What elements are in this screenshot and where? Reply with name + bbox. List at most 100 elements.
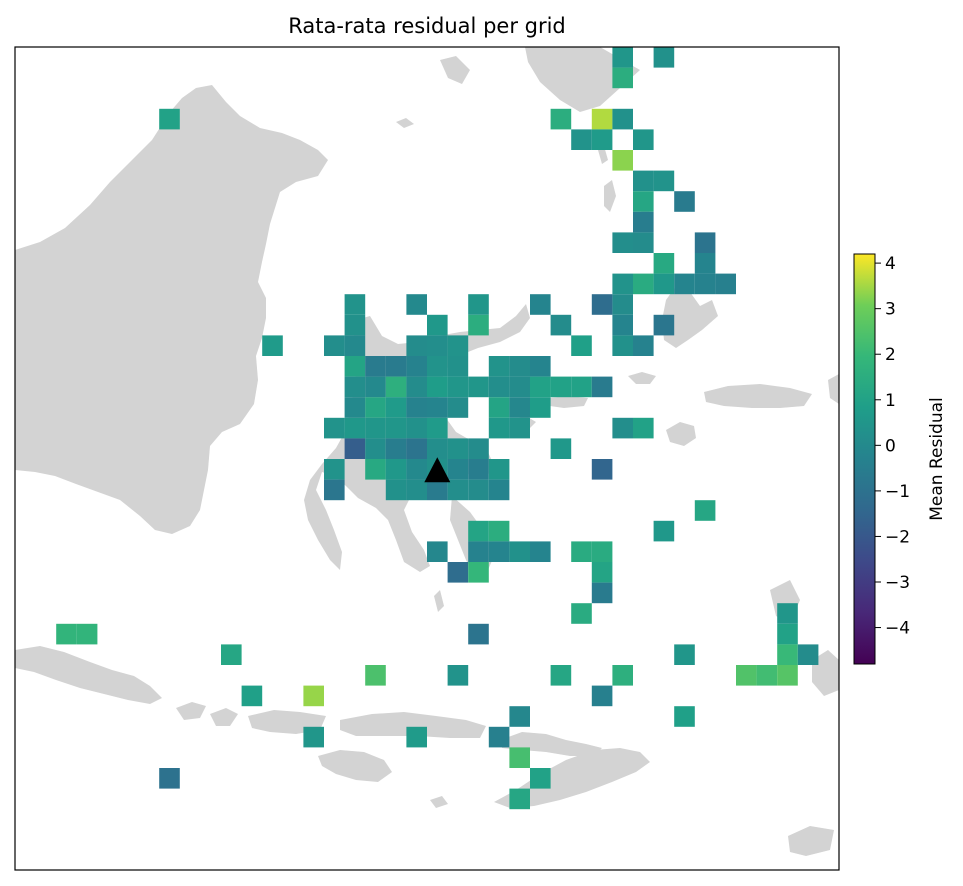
grid-cell [303, 726, 324, 748]
grid-cell [365, 376, 386, 398]
colorbar-gradient [853, 253, 876, 665]
grid-cell [571, 335, 592, 356]
grid-cell [385, 417, 407, 439]
savu-island [430, 796, 448, 808]
grid-cell [591, 685, 613, 707]
grid-cell [406, 294, 427, 315]
kai-islands [812, 650, 839, 696]
grid-cell [468, 438, 489, 459]
colorbar-tick-label: −1 [885, 482, 910, 502]
colorbar-tick-label: 4 [885, 254, 896, 274]
grid-cell [756, 665, 778, 686]
grid-cell [427, 376, 448, 398]
colorbar-tick-label: −2 [885, 527, 910, 547]
grid-cell [509, 747, 530, 768]
grid-cell [447, 335, 469, 356]
grid-cell [530, 768, 551, 789]
grid-cell [797, 644, 819, 665]
grid-cell [488, 541, 510, 562]
grid-cell [344, 417, 366, 439]
colorbar-tick-label: 3 [885, 300, 896, 320]
grid-cell [324, 335, 345, 356]
colorbar-tick-label: −4 [885, 619, 910, 639]
grid-cell [406, 459, 427, 480]
grid-cell [468, 294, 489, 315]
residual-grid-cells [56, 47, 819, 810]
sula-islands [548, 396, 588, 408]
grid-cell [365, 438, 386, 459]
grid-cell [159, 108, 180, 130]
grid-cell [509, 541, 530, 562]
grid-cell [262, 335, 283, 356]
grid-cell [591, 541, 613, 562]
grid-cell [365, 356, 386, 377]
grid-cell [694, 232, 716, 253]
grid-cell [509, 706, 530, 727]
grid-cell [324, 479, 345, 501]
grid-cell [777, 623, 798, 645]
grid-cell [385, 479, 407, 501]
obi-islands [628, 372, 656, 384]
grid-cell [365, 397, 386, 418]
grid-cell [468, 479, 489, 501]
aru-islands [788, 826, 834, 856]
grid-cell [653, 253, 675, 274]
grid-cell [633, 191, 654, 212]
sangihe-talaud-islands [604, 180, 616, 212]
grid-cell [612, 294, 633, 315]
grid-cell [694, 273, 716, 295]
timor-island [494, 748, 650, 808]
grid-cell [488, 376, 510, 398]
grid-cell [468, 376, 489, 398]
grid-cell [406, 335, 427, 356]
grid-cell [427, 541, 448, 562]
grid-cell [447, 438, 469, 459]
grid-cell [612, 335, 633, 356]
grid-cell [550, 314, 572, 336]
grid-cell [591, 562, 613, 583]
java-landmass [15, 646, 162, 704]
grid-cell [447, 356, 469, 377]
grid-cell [530, 294, 551, 315]
grid-cell [591, 459, 613, 480]
grid-cell [612, 232, 633, 253]
colorbar-tick-label: 0 [885, 436, 896, 456]
bird-head-landmass [828, 374, 839, 404]
grid-cell [612, 67, 633, 89]
grid-cell [530, 541, 551, 562]
grid-cell [694, 253, 716, 274]
station-triangle-marker [424, 457, 451, 483]
grid-cell [509, 376, 530, 398]
grid-cell [488, 726, 510, 748]
grid-cell [633, 170, 654, 192]
colorbar-label: Mean Residual [927, 397, 947, 521]
grid-cell [406, 726, 427, 748]
grid-cell [612, 314, 633, 336]
colorbar-tick-label: 1 [885, 391, 896, 411]
grid-cell [365, 459, 386, 480]
grid-cell [488, 417, 510, 439]
grid-cell [612, 47, 633, 68]
grid-cell [303, 685, 324, 707]
grid-cell [427, 417, 448, 439]
grid-cell [159, 768, 180, 789]
grid-cell [468, 562, 489, 583]
grid-cell [385, 397, 407, 418]
grid-cell [365, 665, 386, 686]
grid-cell [344, 356, 366, 377]
grid-cell [406, 479, 427, 501]
grid-cell [571, 376, 592, 398]
grid-cell [488, 520, 510, 542]
grid-cell [488, 479, 510, 501]
grid-cell [530, 356, 551, 377]
grid-cell [344, 397, 366, 418]
grid-cell [241, 685, 263, 707]
map-title: Rata-rata residual per grid [288, 14, 566, 38]
grid-cell [591, 294, 613, 315]
grid-cell [674, 706, 695, 727]
grid-cell [344, 294, 366, 315]
grid-cell [674, 273, 695, 295]
grid-cell [550, 376, 572, 398]
grid-cell [509, 417, 530, 439]
